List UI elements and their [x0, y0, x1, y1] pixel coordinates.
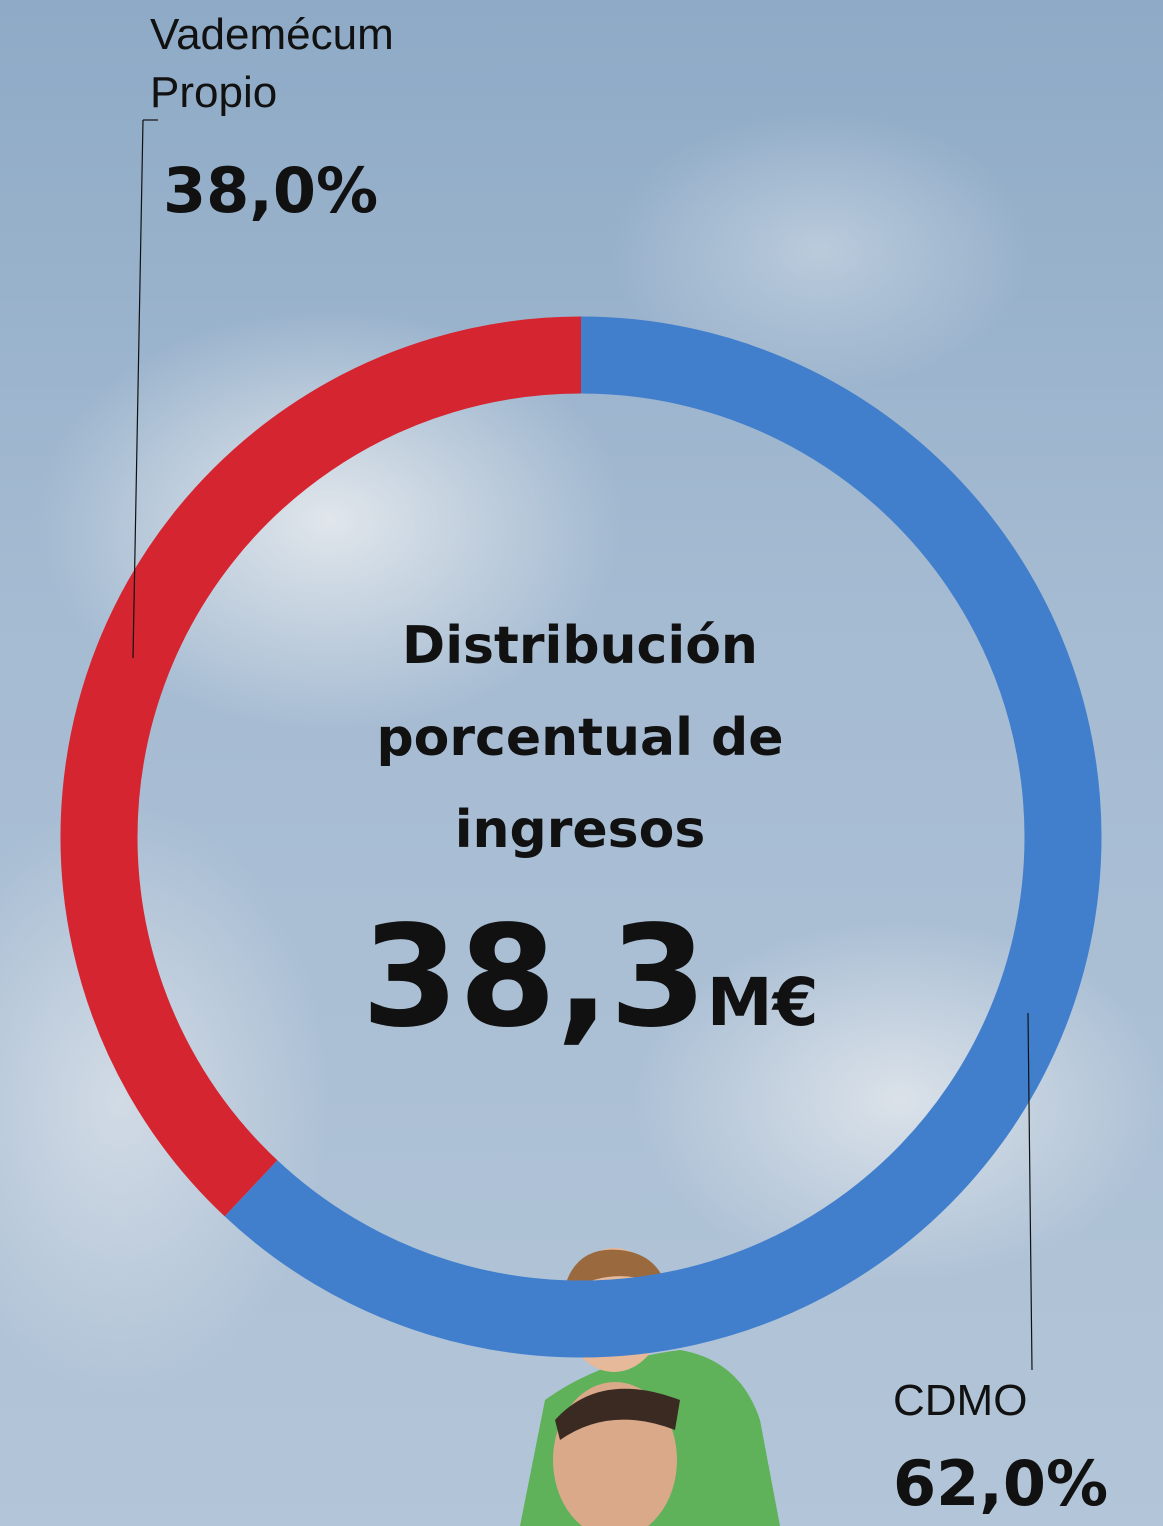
title-box: Distribución porcentual de ingresos	[340, 600, 820, 860]
category-label: Vademécum Propio	[150, 6, 470, 122]
chart: Vademécum Propio 38,0% CDMO 62,0% Distri…	[0, 0, 1163, 1526]
value-label: 62,0%	[893, 1447, 1108, 1520]
value-label: 38,0%	[163, 154, 378, 227]
chart-title: Distribución porcentual de ingresos	[340, 600, 820, 860]
page: Vademécum Propio 38,0% CDMO 62,0% Distri…	[0, 0, 1163, 1526]
category-label: CDMO	[893, 1376, 1027, 1425]
total-unit: M€	[707, 964, 819, 1041]
total-value: 38,3	[361, 896, 706, 1059]
label-box: Vademécum Propio	[150, 6, 480, 136]
total: 38,3M€	[361, 896, 818, 1059]
